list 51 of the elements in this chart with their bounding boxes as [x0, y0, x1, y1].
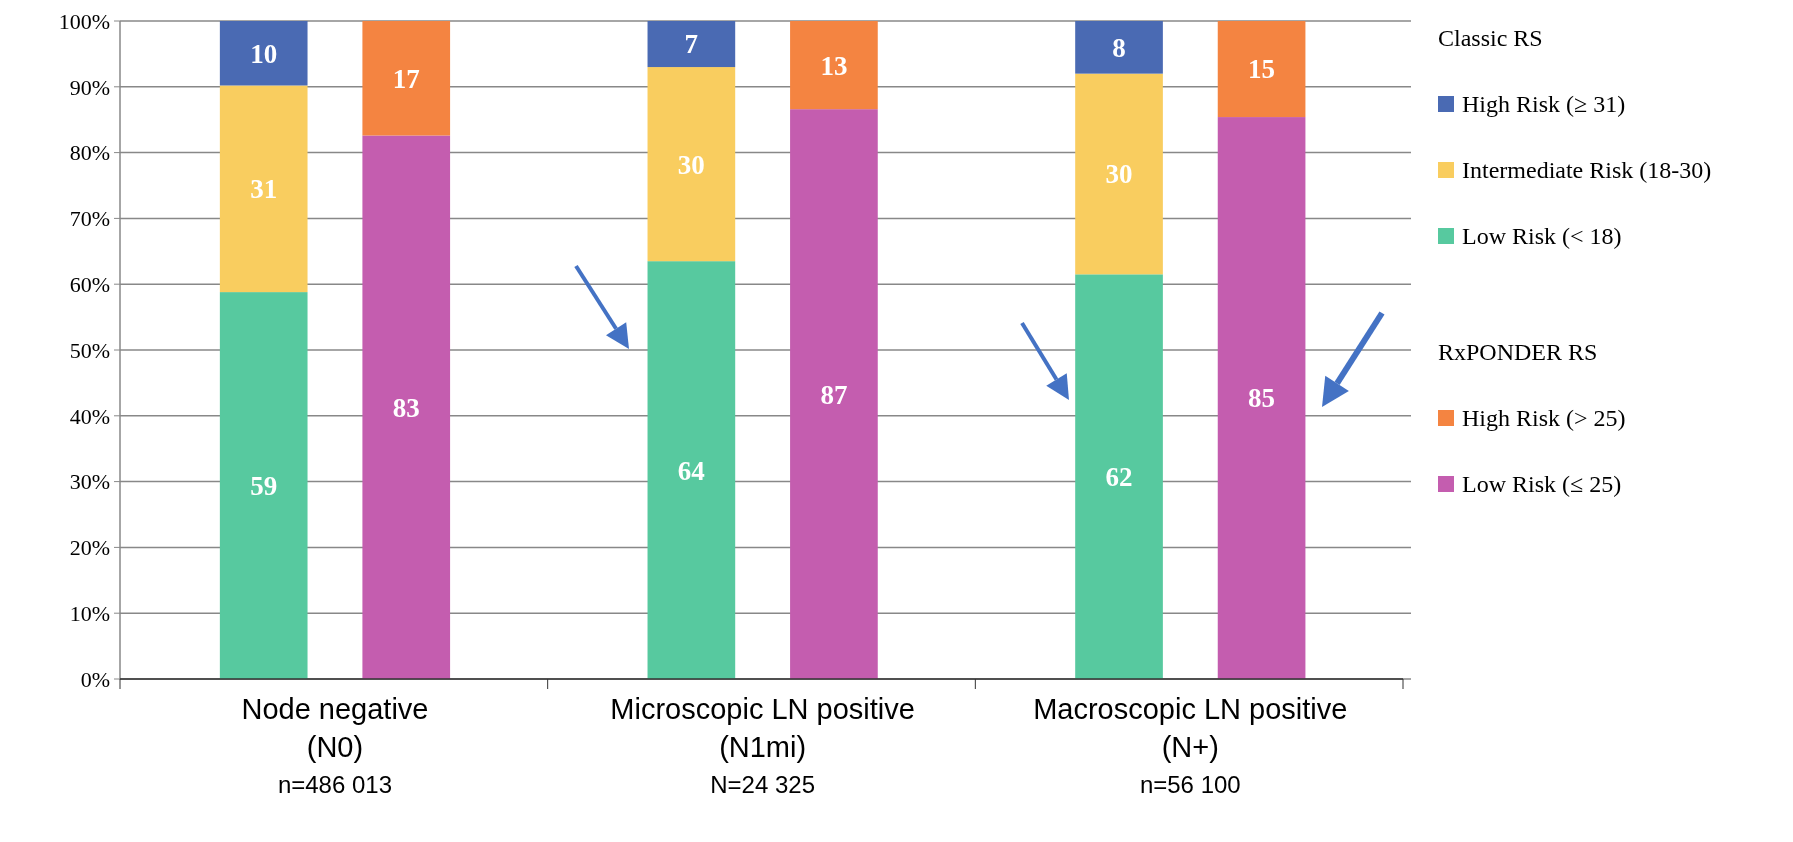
bar [1217, 117, 1306, 679]
data-label: 15 [1248, 54, 1276, 85]
y-tick-label: 30% [69, 469, 110, 495]
data-label: 10 [250, 38, 278, 69]
y-tick-label: 90% [69, 74, 110, 100]
y-tick-label: 40% [69, 403, 110, 429]
data-label: 17 [392, 63, 420, 94]
data-label: 13 [820, 50, 848, 81]
legend-label: High Risk (> 25) [1462, 405, 1626, 432]
data-label: 87 [820, 379, 848, 410]
data-label: 31 [250, 174, 278, 205]
bar [1217, 21, 1306, 118]
x-tick-label: Microscopic LN positive (N1mi) N=24 325 [610, 693, 915, 798]
y-tick-label: 60% [69, 271, 110, 297]
data-label: 85 [1248, 383, 1276, 414]
bar [790, 109, 878, 679]
legend-label: High Risk (≥ 31) [1462, 91, 1626, 118]
bar [219, 292, 308, 679]
annotation: RxPONDER RS [1438, 339, 1598, 366]
data-label: 7 [684, 29, 699, 60]
y-tick-label: 70% [69, 206, 110, 232]
data-label: 62 [1105, 462, 1133, 493]
legend-label: Low Risk (≤ 25) [1462, 471, 1622, 498]
bar [1075, 274, 1163, 679]
x-tick-label: Node negative (N0) n=486 013 [241, 693, 429, 798]
bar [362, 21, 451, 136]
x-tick-label: Macroscopic LN positive (N+) n=56 100 [1033, 693, 1348, 798]
bar [647, 261, 736, 679]
bar [790, 21, 878, 110]
data-label: 30 [677, 149, 705, 180]
legend-label: Low Risk (< 18) [1462, 223, 1622, 250]
y-tick-label: 20% [69, 535, 110, 561]
bar [362, 135, 451, 679]
y-tick-label: 50% [69, 337, 110, 363]
y-tick-label: 10% [69, 600, 110, 626]
y-tick-label: 0% [80, 666, 110, 692]
data-label: 59 [250, 471, 278, 501]
bar [219, 21, 308, 86]
bar [647, 67, 736, 262]
legend-title: Classic RS [1438, 25, 1543, 52]
data-label: 83 [392, 392, 420, 423]
data-label: 8 [1112, 32, 1126, 63]
bar [1075, 21, 1163, 74]
y-tick-label: 100% [58, 8, 110, 34]
data-label: 30 [1105, 159, 1133, 190]
data-label: 64 [677, 455, 705, 486]
legend-label: Intermediate Risk (18-30) [1462, 157, 1712, 184]
bar [1075, 73, 1163, 275]
y-tick-label: 80% [69, 140, 110, 166]
bar [219, 85, 308, 293]
bar [647, 21, 736, 68]
